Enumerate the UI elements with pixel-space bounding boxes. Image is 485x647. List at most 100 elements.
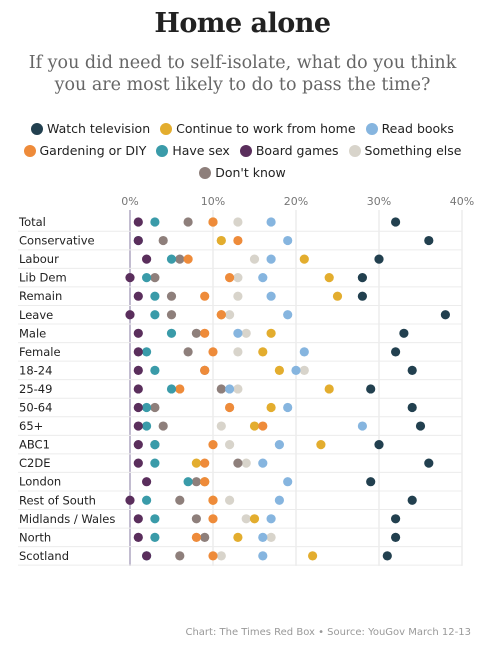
x-tick-label-40: 40%: [450, 195, 474, 208]
category-label-remain: Remain: [19, 289, 62, 303]
dot-don-t-know-total: [183, 217, 193, 227]
dot-gardening-or-diy-total: [208, 217, 218, 227]
dot-continue-to-work-from-home-65: [249, 421, 260, 431]
dot-read-books-25-49: [225, 384, 235, 394]
dot-board-games-conservative: [133, 235, 143, 246]
dot-gardening-or-diy-leave: [216, 310, 226, 320]
category-label-c2de: C2DE: [19, 456, 50, 470]
dot-continue-to-work-from-home-scotland: [308, 551, 318, 561]
legend-item-gardening-or-diy: Gardening or DIY: [23, 140, 146, 162]
dot-something-else-north: [266, 532, 276, 542]
dot-watch-television-north: [391, 532, 401, 542]
dot-watch-television-rest-of-south: [407, 495, 417, 505]
dot-continue-to-work-from-home-50-64: [266, 402, 276, 413]
dot-something-else-male: [241, 328, 251, 338]
dot-watch-television-remain: [357, 291, 367, 301]
dot-board-games-25-49: [133, 384, 143, 394]
dot-gardening-or-diy-rest-of-south: [208, 495, 218, 505]
legend-swatch-continue-to-work-from-home: [160, 123, 173, 135]
dot-board-games-labour: [142, 254, 152, 264]
legend-swatch-something-else: [348, 145, 361, 157]
dot-gardening-or-diy-labour: [183, 254, 193, 264]
chart-footer: Chart: The Times Red Box • Source: YouGo…: [185, 627, 471, 638]
dot-have-sex-25-49: [166, 384, 177, 394]
dot-watch-television-abc1: [374, 440, 384, 450]
dot-have-sex-total: [150, 217, 160, 227]
category-label-total: Total: [18, 215, 46, 229]
dot-board-games-leave: [125, 310, 135, 320]
dot-don-t-know-male: [191, 328, 201, 338]
dot-have-sex-labour: [166, 254, 177, 264]
dot-watch-television-50-64: [407, 402, 417, 413]
dot-gardening-or-diy-female: [208, 347, 218, 357]
dot-gardening-or-diy-25-49: [175, 384, 185, 394]
dot-gardening-or-diy-abc1: [208, 440, 218, 450]
legend-item-don-t-know: Don't know: [199, 162, 286, 184]
dot-watch-television-conservative: [424, 235, 434, 246]
legend-item-something-else: Something else: [348, 140, 462, 162]
category-label-rest-of-south: Rest of South: [19, 493, 96, 507]
dot-read-books-male: [233, 328, 243, 338]
dot-gardening-or-diy-london: [200, 477, 210, 487]
dot-read-books-midlands-wales: [266, 514, 276, 524]
legend-label-continue-to-work-from-home: Continue to work from home: [176, 121, 356, 136]
legend-swatch-don-t-know: [199, 167, 212, 179]
legend-label-don-t-know: Don't know: [215, 165, 286, 180]
dot-watch-television-female: [391, 347, 401, 357]
category-label-female: Female: [19, 345, 61, 359]
dot-something-else-total: [233, 217, 243, 227]
legend-label-read-books: Read books: [381, 121, 454, 136]
dot-watch-television-25-49: [366, 384, 376, 394]
x-tick-label-10: 10%: [201, 195, 225, 208]
dot-watch-television-scotland: [382, 551, 392, 561]
dot-don-t-know-north: [200, 532, 210, 542]
dot-don-t-know-london: [191, 477, 201, 487]
legend-swatch-watch-television: [31, 123, 44, 135]
dot-have-sex-leave: [150, 310, 160, 320]
dot-have-sex-north: [150, 532, 160, 542]
dot-have-sex-50-64: [142, 402, 152, 413]
dot-something-else-remain: [233, 291, 243, 301]
dot-board-games-north: [133, 532, 143, 542]
dot-don-t-know-scotland: [175, 551, 185, 561]
x-tick-label-0: 0%: [121, 195, 138, 208]
dot-read-books-18-24: [291, 365, 301, 375]
chart-title: Home alone: [154, 8, 331, 39]
dot-continue-to-work-from-home-female: [258, 347, 268, 357]
legend-label-watch-television: Watch television: [47, 121, 151, 136]
dot-don-t-know-lib-dem: [150, 273, 160, 283]
dot-continue-to-work-from-home-lib-dem: [324, 273, 334, 283]
dot-have-sex-rest-of-south: [142, 495, 152, 505]
dot-have-sex-remain: [150, 291, 160, 301]
dot-board-games-18-24: [133, 365, 143, 375]
dot-read-books-rest-of-south: [274, 495, 284, 505]
dot-read-books-lib-dem: [258, 273, 268, 283]
dot-don-t-know-c2de: [233, 458, 243, 468]
dot-something-else-abc1: [225, 440, 235, 450]
dot-don-t-know-remain: [166, 291, 177, 301]
legend-item-read-books: Read books: [365, 118, 454, 140]
dot-board-games-lib-dem: [125, 273, 135, 283]
dot-board-games-midlands-wales: [133, 514, 143, 524]
category-label-abc1: ABC1: [19, 438, 50, 452]
dot-don-t-know-50-64: [150, 402, 160, 413]
category-label-leave: Leave: [19, 308, 53, 322]
dot-don-t-know-midlands-wales: [191, 514, 201, 524]
dot-board-games-total: [133, 217, 143, 227]
dot-watch-television-leave: [440, 310, 450, 320]
dot-board-games-c2de: [133, 458, 143, 468]
legend-swatch-have-sex: [156, 145, 169, 157]
dot-have-sex-lib-dem: [142, 273, 152, 283]
legend-swatch-gardening-or-diy: [23, 145, 36, 157]
dot-have-sex-18-24: [150, 365, 160, 375]
legend-label-something-else: Something else: [364, 143, 462, 158]
dot-gardening-or-diy-north: [191, 532, 201, 542]
legend-item-have-sex: Have sex: [156, 140, 230, 162]
dot-board-games-abc1: [133, 440, 143, 450]
dot-gardening-or-diy-midlands-wales: [208, 514, 218, 524]
dot-board-games-50-64: [133, 402, 143, 413]
dot-don-t-know-leave: [166, 310, 177, 320]
dot-continue-to-work-from-home-remain: [332, 291, 343, 301]
dot-board-games-london: [142, 477, 152, 487]
dot-continue-to-work-from-home-c2de: [191, 458, 201, 468]
